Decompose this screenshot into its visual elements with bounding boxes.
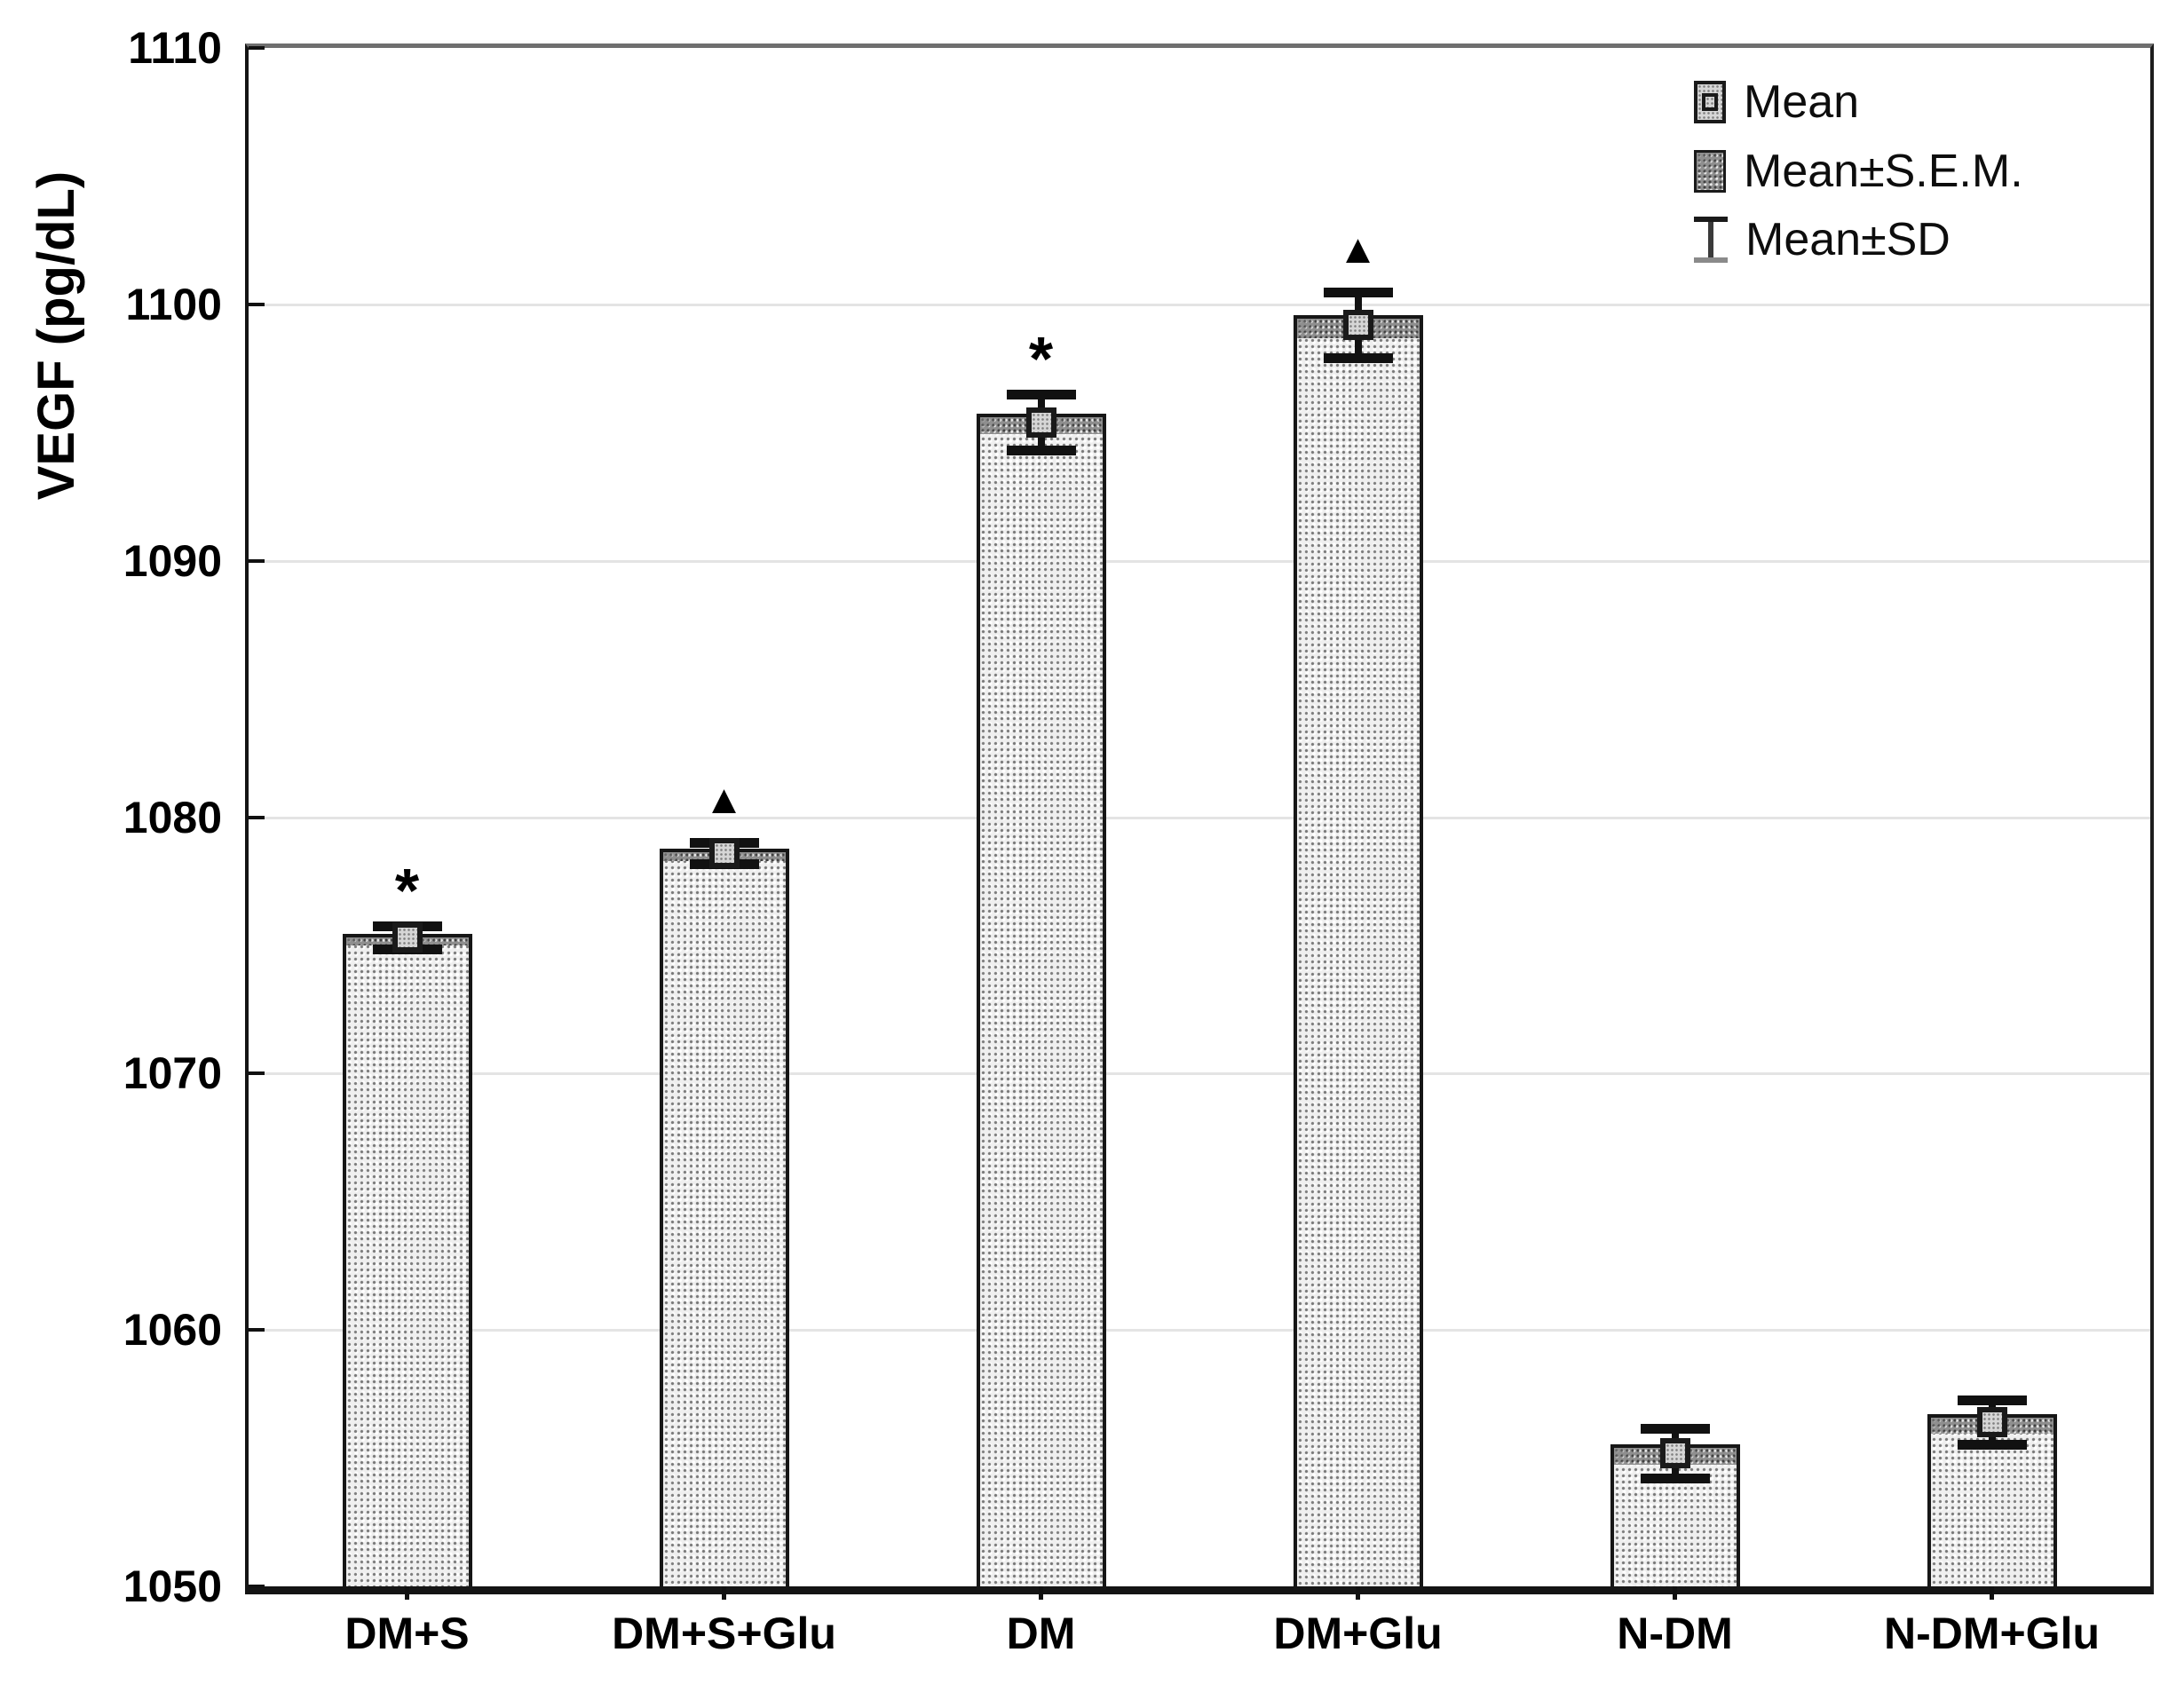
mean-marker-inner-icon: [1702, 93, 1718, 111]
mean-marker-DM+S+Glu: [708, 837, 740, 868]
x-label-DM: DM: [1006, 1609, 1076, 1658]
x-tick-DM+S: [405, 1586, 409, 1600]
sd-cap-bottom-N-DM+Glu: [1957, 1440, 2027, 1451]
legend-item-sd: Mean±SD: [1694, 211, 1951, 268]
y-tick-label-1050: 1050: [123, 1562, 222, 1611]
mean-marker-DM: [1025, 407, 1056, 438]
sd-cap-top-DM: [1006, 389, 1076, 399]
y-tick-label-1110: 1110: [128, 23, 222, 73]
plot-area: [245, 43, 2154, 1594]
x-label-DM+S+Glu: DM+S+Glu: [612, 1609, 836, 1658]
annotation-DM+Glu: ▲: [1337, 225, 1379, 272]
bar-DM+Glu: [1293, 314, 1423, 1590]
legend-item-sem: Mean±S.E.M.: [1694, 143, 2023, 200]
y-tick-label-1060: 1060: [123, 1305, 222, 1356]
sd-cap-top-DM+Glu: [1323, 287, 1393, 297]
mean-marker-DM+Glu: [1342, 309, 1373, 340]
sd-cap-bottom-N-DM: [1640, 1473, 1710, 1483]
legend-label-sd: Mean±SD: [1745, 214, 1951, 265]
mean-marker-N-DM: [1659, 1437, 1690, 1468]
sd-cap-top-N-DM: [1640, 1423, 1710, 1434]
x-label-N-DM: N-DM: [1617, 1609, 1733, 1658]
y-tick-label-1100: 1100: [125, 279, 222, 329]
y-tick-1060: [249, 1328, 265, 1332]
gridline-1060: [249, 1329, 2150, 1332]
y-tick-1080: [249, 815, 265, 819]
x-tick-DM: [1039, 1586, 1043, 1600]
bar-N-DM+Glu: [1927, 1414, 2057, 1590]
gridline-1070: [249, 1072, 2150, 1076]
x-label-N-DM+Glu: N-DM+Glu: [1883, 1609, 2101, 1658]
x-tick-N-DM+Glu: [1990, 1586, 1994, 1600]
sd-cap-bottom-DM: [1006, 446, 1076, 456]
y-tick-1100: [249, 302, 265, 306]
gridline-1100: [249, 303, 2150, 306]
x-tick-DM+S+Glu: [722, 1586, 726, 1600]
bar-DM+S: [342, 933, 472, 1590]
y-tick-1090: [249, 558, 265, 563]
error-bar-icon: [1694, 217, 1728, 263]
x-label-DM+S: DM+S: [344, 1609, 470, 1658]
bar-DM+S+Glu: [659, 849, 789, 1590]
mean-marker-icon: [1694, 81, 1726, 123]
annotation-DM+S: *: [394, 856, 420, 926]
y-tick-1050: [249, 1585, 265, 1588]
y-tick-1070: [249, 1071, 265, 1076]
gridline-1080: [249, 816, 2150, 819]
x-label-DM+Glu: DM+Glu: [1273, 1609, 1443, 1658]
x-tick-N-DM: [1673, 1586, 1677, 1600]
legend-item-mean: Mean: [1694, 74, 1859, 130]
legend-label-mean: Mean: [1744, 76, 1860, 128]
sd-cap-bottom-DM+Glu: [1323, 352, 1393, 363]
gridline-1090: [249, 559, 2150, 563]
y-tick-1110: [249, 46, 265, 50]
y-tick-label-1090: 1090: [123, 535, 222, 586]
mean-marker-DM+S: [392, 922, 423, 953]
y-tick-label-1080: 1080: [123, 792, 222, 842]
annotation-DM: *: [1028, 323, 1054, 393]
sd-cap-top-N-DM+Glu: [1957, 1396, 2027, 1406]
y-tick-label-1070: 1070: [123, 1048, 222, 1099]
bar-N-DM: [1610, 1444, 1740, 1590]
bar-DM: [976, 414, 1106, 1590]
mean-marker-N-DM+Glu: [1976, 1407, 2007, 1438]
x-tick-DM+Glu: [1356, 1586, 1360, 1600]
annotation-DM+S+Glu: ▲: [703, 775, 745, 822]
legend-label-sem: Mean±S.E.M.: [1744, 146, 2023, 197]
sem-box-icon: [1694, 150, 1726, 193]
